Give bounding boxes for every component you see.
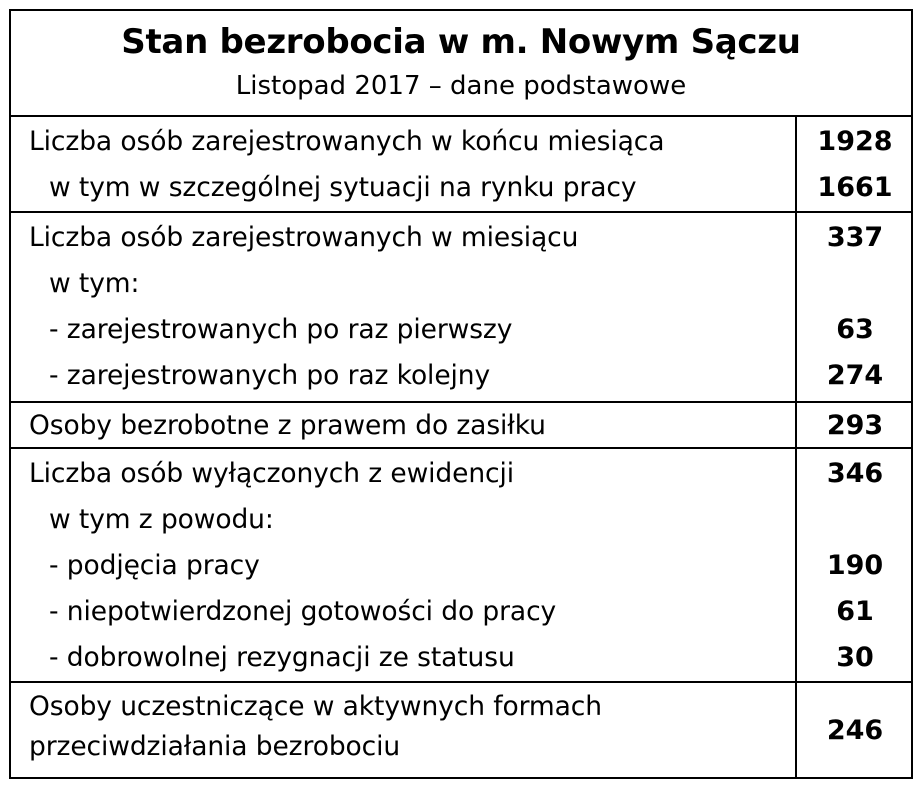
row-label: Liczba osób wyłączonych z ewidencji (29, 458, 515, 489)
section-registered-end-of-month: Liczba osób zarejestrowanych w końcu mie… (11, 117, 911, 213)
unemployment-table: Stan bezrobocia w m. Nowym Sączu Listopa… (9, 9, 913, 779)
table-row: Liczba osób zarejestrowanych w końcu mie… (11, 119, 911, 165)
row-label: Liczba osób zarejestrowanych w końcu mie… (29, 126, 665, 157)
row-label: - zarejestrowanych po raz pierwszy (49, 314, 513, 345)
table-row: Osoby uczestniczące w aktywnych formach … (11, 685, 911, 762)
row-label: w tym z powodu: (49, 504, 274, 535)
row-value: 30 (836, 642, 874, 673)
row-value (797, 261, 913, 307)
row-label: - niepotwierdzonej gotowości do pracy (49, 596, 557, 627)
row-label: Osoby uczestniczące w aktywnych formach … (29, 691, 602, 762)
page-title: Stan bezrobocia w m. Nowym Sączu (121, 22, 801, 62)
row-label: - dobrowolnej rezygnacji ze statusu (49, 642, 515, 673)
table-row: - zarejestrowanych po raz pierwszy 63 (11, 307, 911, 353)
page-subtitle: Listopad 2017 – dane podstawowe (235, 71, 687, 101)
row-value: 346 (826, 458, 884, 489)
table-row: w tym z powodu: (11, 497, 911, 543)
row-value: 1928 (817, 126, 893, 157)
section-deregistered: Liczba osób wyłączonych z ewidencji 346 … (11, 449, 911, 683)
table-row: - niepotwierdzonej gotowości do pracy 61 (11, 589, 911, 635)
table-header: Stan bezrobocia w m. Nowym Sączu Listopa… (11, 11, 911, 117)
row-value: 246 (826, 715, 884, 746)
row-label: Osoby bezrobotne z prawem do zasiłku (29, 410, 546, 441)
row-value: 63 (836, 314, 874, 345)
row-label: - podjęcia pracy (49, 550, 260, 581)
table-row: Osoby bezrobotne z prawem do zasiłku 293 (11, 403, 911, 449)
row-label: - zarejestrowanych po raz kolejny (49, 360, 491, 391)
row-value: 1661 (817, 172, 893, 203)
row-value: 293 (826, 410, 884, 441)
row-label: Liczba osób zarejestrowanych w miesiącu (29, 222, 579, 253)
table-row: - podjęcia pracy 190 (11, 543, 911, 589)
row-label: w tym w szczególnej sytuacji na rynku pr… (49, 172, 637, 203)
row-value: 274 (826, 360, 884, 391)
section-registered-in-month: Liczba osób zarejestrowanych w miesiącu … (11, 213, 911, 403)
section-benefit-entitled: Osoby bezrobotne z prawem do zasiłku 293 (11, 403, 911, 449)
row-value: 337 (826, 222, 884, 253)
row-label: w tym: (49, 268, 140, 299)
table-row: Liczba osób zarejestrowanych w miesiącu … (11, 215, 911, 261)
table-row: - dobrowolnej rezygnacji ze statusu 30 (11, 635, 911, 681)
section-active-programs: Osoby uczestniczące w aktywnych formach … (11, 683, 911, 777)
row-value (797, 497, 913, 543)
table-row: w tym w szczególnej sytuacji na rynku pr… (11, 165, 911, 211)
table-row: - zarejestrowanych po raz kolejny 274 (11, 353, 911, 399)
row-value: 190 (826, 550, 884, 581)
row-value: 61 (836, 596, 874, 627)
table-row: w tym: (11, 261, 911, 307)
table-row: Liczba osób wyłączonych z ewidencji 346 (11, 451, 911, 497)
